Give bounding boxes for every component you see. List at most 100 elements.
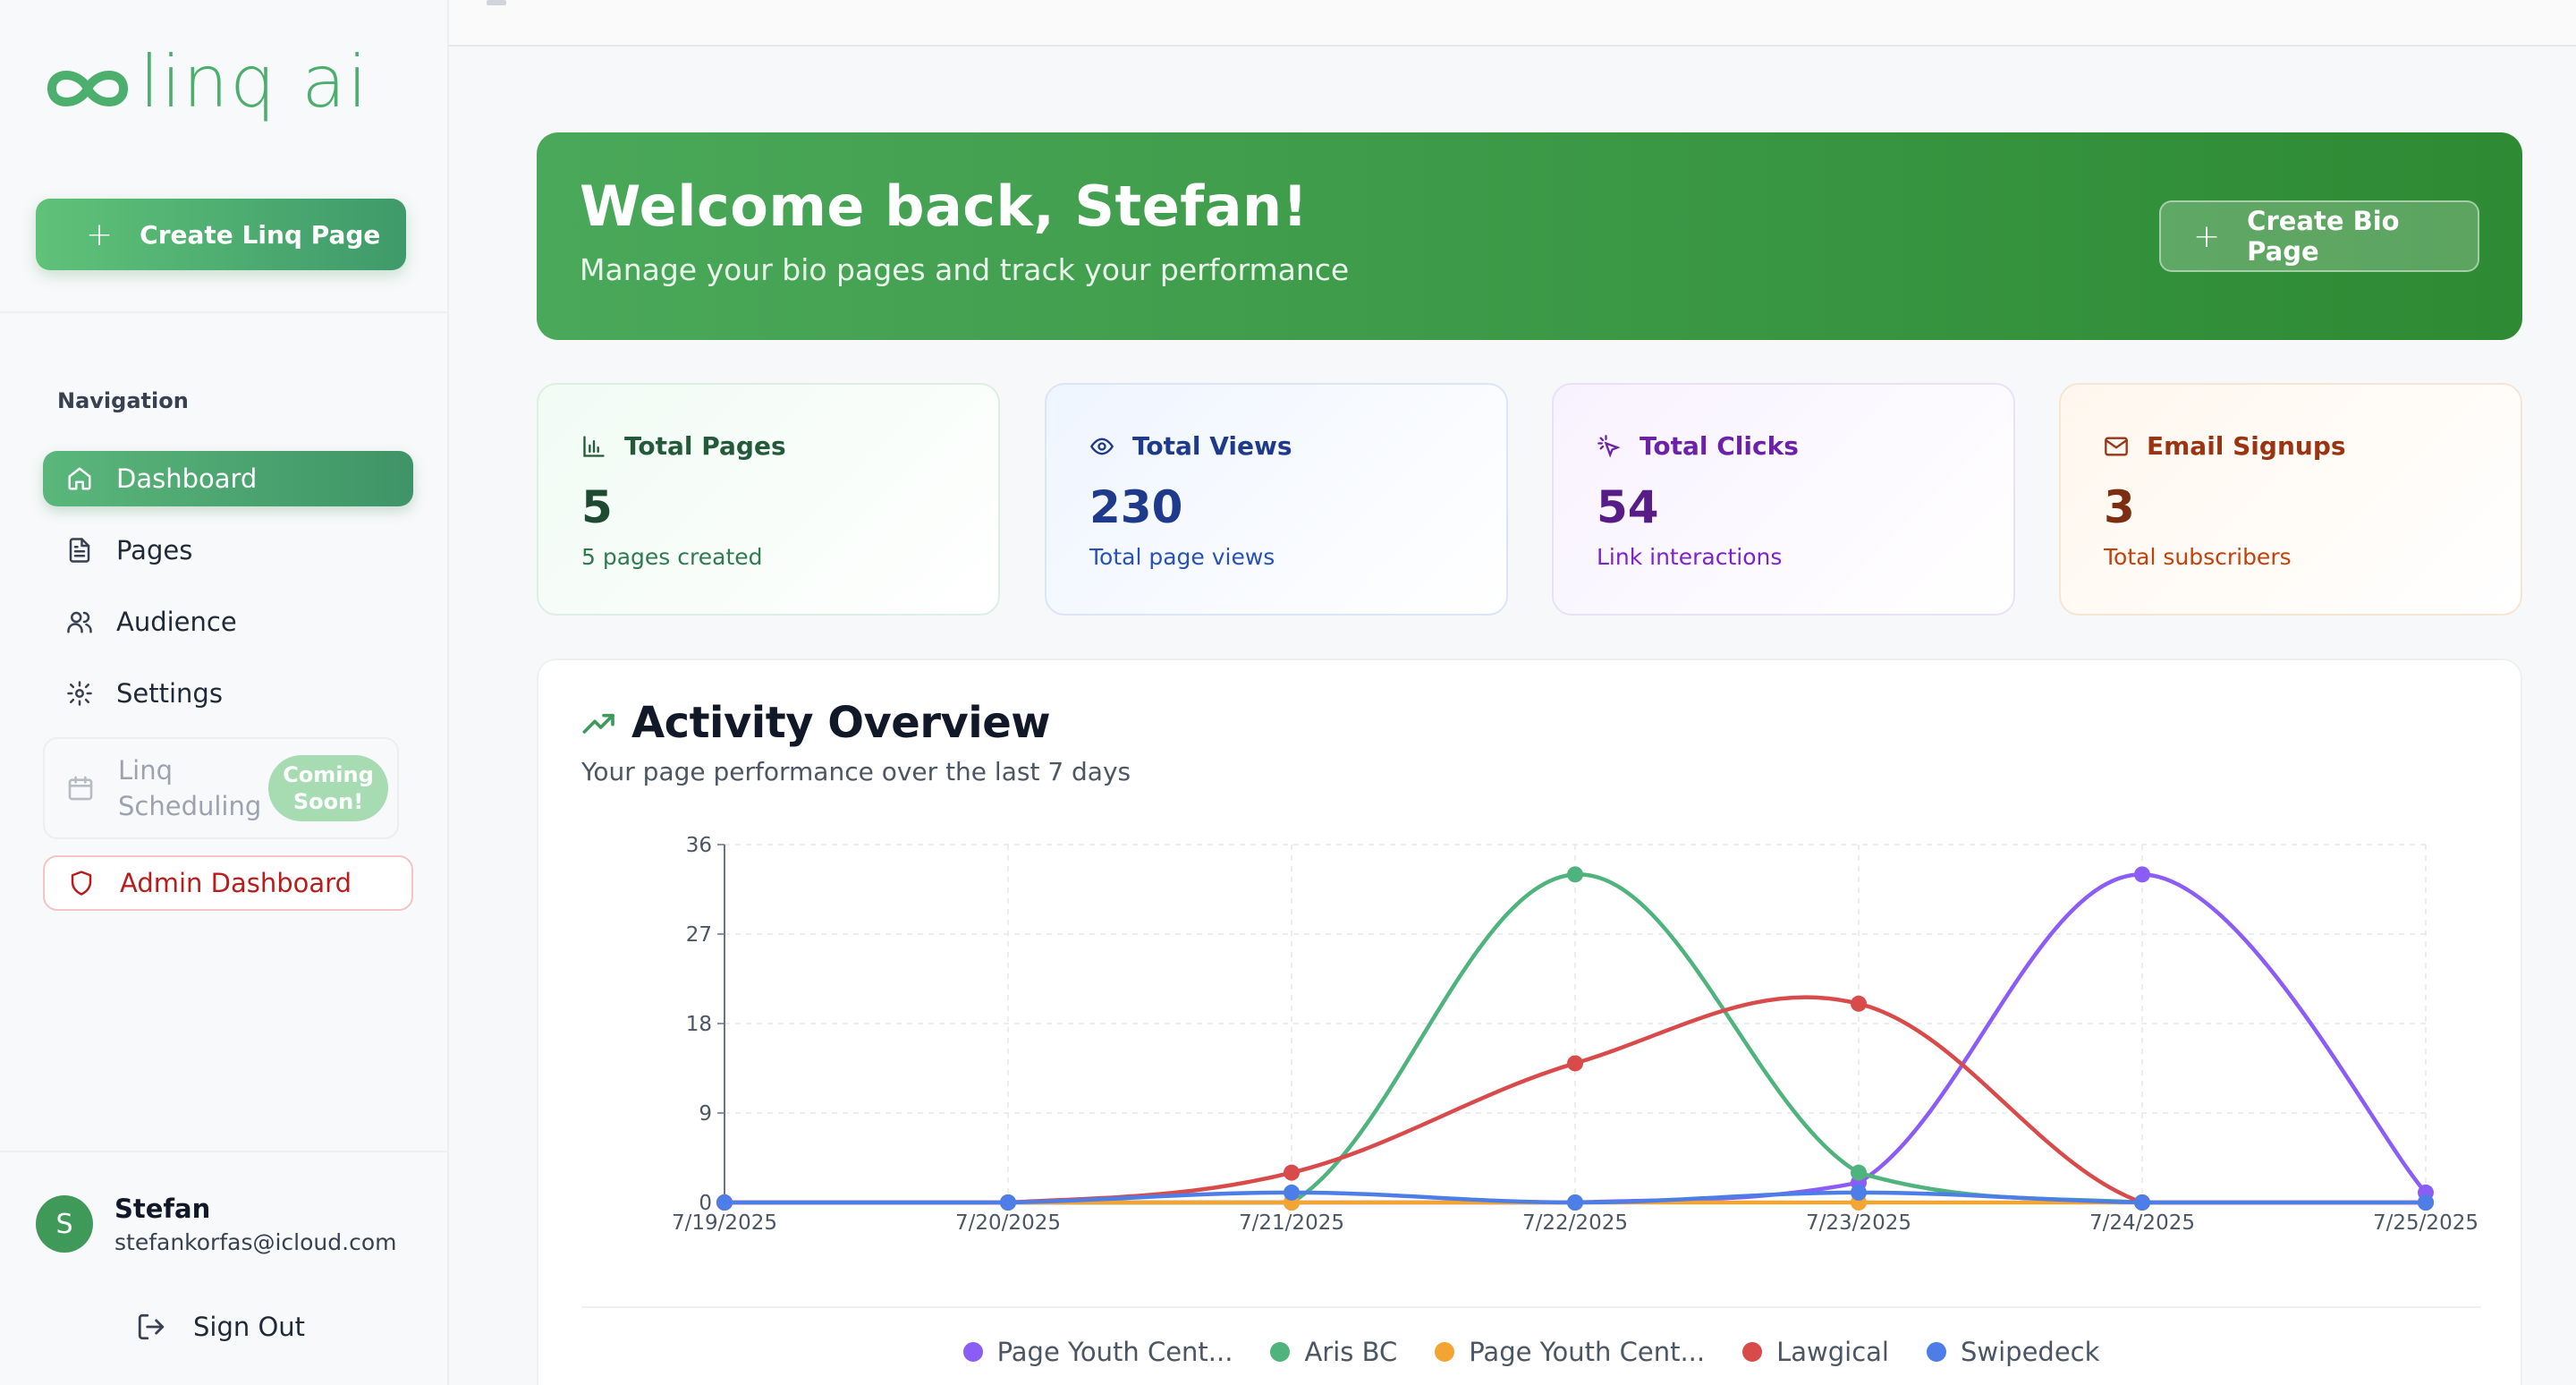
legend-divider [581, 1306, 2481, 1308]
stat-card-header: Total Pages [581, 431, 786, 461]
pointer-click-icon [1597, 434, 1621, 458]
activity-title: Activity Overview [581, 698, 1051, 748]
sign-out-label: Sign Out [193, 1312, 306, 1342]
scheduling-label: Linq Scheduling [118, 755, 262, 821]
activity-title-text: Activity Overview [631, 698, 1051, 748]
sidebar-item-dashboard[interactable]: Dashboard [43, 451, 413, 506]
y-tick-label: 9 [699, 1102, 712, 1126]
sidebar-item-settings[interactable]: Settings [43, 666, 413, 721]
calendar-icon [68, 776, 93, 801]
welcome-banner: Welcome back, Stefan! Manage your bio pa… [537, 132, 2522, 340]
sidebar-item-audience[interactable]: Audience [43, 594, 413, 650]
data-point [1284, 1184, 1300, 1201]
admin-dashboard-label: Admin Dashboard [120, 868, 352, 898]
stat-title: Total Pages [624, 431, 786, 461]
activity-overview-panel: Activity Overview Your page performance … [537, 659, 2522, 1385]
x-tick-label: 7/21/2025 [1239, 1211, 1344, 1235]
data-point [1000, 1194, 1016, 1211]
shield-icon [71, 871, 92, 896]
sidebar-divider [0, 311, 449, 313]
legend-dot-icon [1435, 1342, 1455, 1362]
create-linq-page-label: Create Linq Page [140, 219, 381, 250]
stat-card-header: Total Views [1089, 431, 1292, 461]
create-bio-page-button[interactable]: + Create Bio Page [2159, 200, 2479, 272]
y-tick-label: 0 [699, 1192, 712, 1215]
stat-value: 5 [581, 481, 613, 533]
stat-subtitle: Link interactions [1597, 544, 1783, 570]
file-text-icon [69, 538, 90, 563]
bar-chart-icon [583, 435, 605, 457]
sidebar-item-label: Pages [116, 535, 193, 565]
admin-dashboard-button[interactable]: Admin Dashboard [43, 855, 413, 911]
x-tick-label: 7/19/2025 [672, 1211, 777, 1235]
stat-card-total-clicks: Total Clicks 54 Link interactions [1552, 383, 2015, 616]
stat-card-header: Total Clicks [1597, 431, 1799, 461]
linq-ai-logo[interactable]: linq ai [43, 47, 369, 120]
y-tick-label: 27 [686, 923, 712, 947]
activity-subtitle: Your page performance over the last 7 da… [581, 757, 1131, 786]
x-tick-label: 7/20/2025 [955, 1211, 1061, 1235]
plus-icon: + [86, 216, 114, 253]
data-point [1567, 866, 1583, 883]
chart-legend: Page Youth Cent... Aris BC Page Youth Cent… [538, 1337, 2524, 1367]
legend-dot-icon [1927, 1342, 1946, 1362]
x-tick-label: 7/25/2025 [2373, 1211, 2479, 1235]
data-point [1567, 1055, 1583, 1072]
eye-icon [1089, 438, 1114, 455]
legend-dot-icon [1742, 1342, 1763, 1362]
create-bio-page-label: Create Bio Page [2247, 206, 2400, 267]
sidebar-item-label: Settings [116, 678, 223, 709]
sidebar-item-scheduling: Linq Scheduling Coming Soon! [43, 737, 399, 839]
nav-heading: Navigation [57, 388, 189, 413]
stat-value: 3 [2104, 481, 2135, 533]
stat-subtitle: 5 pages created [581, 544, 763, 570]
mail-icon [2105, 437, 2128, 455]
sidebar-item-label: Audience [116, 607, 237, 637]
users-icon [67, 611, 92, 633]
legend-label: Lawgical [1776, 1337, 1889, 1367]
stat-title: Total Clicks [1640, 431, 1799, 461]
data-point [1851, 1164, 1867, 1181]
stat-subtitle: Total page views [1089, 544, 1275, 570]
stat-card-header: Email Signups [2104, 431, 2346, 461]
data-point [1851, 1184, 1867, 1201]
stat-subtitle: Total subscribers [2104, 544, 2292, 570]
stat-title: Email Signups [2147, 431, 2346, 461]
legend-label: Page Youth Cent... [996, 1337, 1233, 1367]
data-point [1567, 1194, 1583, 1211]
legend-item[interactable]: Lawgical [1742, 1337, 1889, 1367]
x-tick-label: 7/24/2025 [2089, 1211, 2195, 1235]
sidebar-item-pages[interactable]: Pages [43, 523, 413, 578]
avatar[interactable]: S [36, 1195, 93, 1253]
legend-item[interactable]: Page Youth Cent... [1435, 1337, 1705, 1367]
welcome-title: Welcome back, Stefan! [580, 174, 1309, 239]
sign-out-button[interactable]: Sign Out [136, 1312, 305, 1342]
logo-text: linq ai [140, 40, 369, 123]
sidebar-item-label: Dashboard [116, 463, 258, 494]
welcome-subtitle: Manage your bio pages and track your per… [580, 252, 1350, 287]
plus-icon: + [2193, 217, 2221, 255]
data-point [1851, 995, 1867, 1012]
legend-label: Aris BC [1304, 1337, 1398, 1367]
data-point [2134, 1194, 2150, 1211]
sidebar: linq ai + Create Linq Page Navigation Da… [0, 0, 449, 1385]
coming-soon-badge: Coming Soon! [268, 755, 388, 821]
legend-dot-icon [962, 1342, 983, 1362]
stat-value: 54 [1597, 481, 1659, 533]
legend-label: Page Youth Cent... [1469, 1337, 1706, 1367]
activity-line-chart: 0 9 18 27 36 7/19/2025 7/20/2025 7/21/2025 7/22/… [672, 834, 2479, 1235]
home-icon [68, 467, 91, 490]
sidebar-toggle-icon[interactable] [487, 0, 506, 5]
user-name: Stefan [114, 1194, 211, 1224]
stat-card-total-views: Total Views 230 Total page views [1045, 383, 1508, 616]
gear-icon [67, 681, 92, 706]
top-bar [449, 0, 2576, 47]
create-linq-page-button[interactable]: + Create Linq Page [36, 199, 406, 270]
legend-item[interactable]: Page Youth Cent... [962, 1337, 1233, 1367]
legend-item[interactable]: Swipedeck [1927, 1337, 2099, 1367]
stat-value: 230 [1089, 481, 1183, 533]
stat-card-email-signups: Email Signups 3 Total subscribers [2059, 383, 2522, 616]
stat-title: Total Views [1132, 431, 1292, 461]
data-point [2134, 866, 2150, 883]
legend-item[interactable]: Aris BC [1270, 1337, 1397, 1367]
